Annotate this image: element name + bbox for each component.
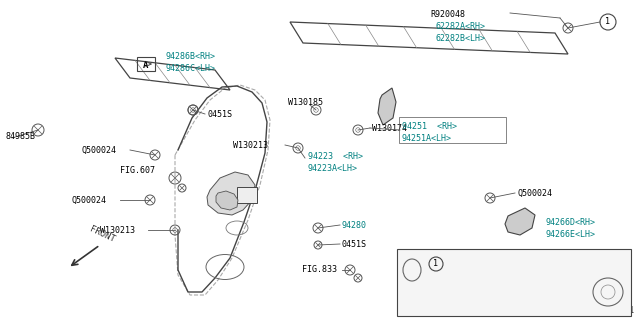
Polygon shape <box>378 88 396 125</box>
Polygon shape <box>505 208 535 235</box>
Text: 94251A<LH>: 94251A<LH> <box>402 134 452 143</box>
Text: 94280: 94280 <box>342 221 367 230</box>
Text: W130213: W130213 <box>233 141 268 150</box>
Text: W130213: W130213 <box>100 226 135 235</box>
Polygon shape <box>207 172 255 215</box>
Text: 62282B<LH>: 62282B<LH> <box>435 34 485 43</box>
Text: 94266E<LH>: 94266E<LH> <box>545 230 595 239</box>
Text: 94251  <RH>: 94251 <RH> <box>402 122 457 131</box>
Text: W130174: W130174 <box>372 124 407 133</box>
Text: 94266D<RH>: 94266D<RH> <box>545 218 595 227</box>
Text: FIG.833: FIG.833 <box>302 265 337 274</box>
Text: Length of the 94499 is 25m.: Length of the 94499 is 25m. <box>406 276 531 285</box>
Text: 94223  <RH>: 94223 <RH> <box>308 152 363 161</box>
FancyBboxPatch shape <box>237 187 257 203</box>
Text: 1: 1 <box>605 18 611 27</box>
Text: 94223A<LH>: 94223A<LH> <box>308 164 358 173</box>
Text: 84985B: 84985B <box>5 132 35 141</box>
Text: FIG.607: FIG.607 <box>120 166 155 175</box>
Text: 0451S: 0451S <box>342 240 367 249</box>
Text: Q500024: Q500024 <box>517 189 552 198</box>
Text: Q500024: Q500024 <box>72 196 107 205</box>
FancyBboxPatch shape <box>397 249 631 316</box>
Text: 62282A<RH>: 62282A<RH> <box>435 22 485 31</box>
Text: Please cut it according to: Please cut it according to <box>406 288 526 297</box>
Text: necessary length.: necessary length. <box>406 300 484 309</box>
Text: A: A <box>143 61 148 70</box>
Text: 1: 1 <box>433 260 438 268</box>
Text: R920048: R920048 <box>430 10 465 19</box>
Text: 94286B<RH>: 94286B<RH> <box>165 52 215 61</box>
Text: A: A <box>244 192 250 202</box>
Text: FRONT: FRONT <box>88 225 116 244</box>
Text: 0451S: 0451S <box>207 110 232 119</box>
Text: W130185: W130185 <box>288 98 323 107</box>
Text: A941001281: A941001281 <box>589 306 635 315</box>
Text: 94499: 94499 <box>448 260 473 269</box>
Text: 94286C<LH>: 94286C<LH> <box>165 64 215 73</box>
Polygon shape <box>216 191 238 210</box>
Text: Q500024: Q500024 <box>82 146 117 155</box>
